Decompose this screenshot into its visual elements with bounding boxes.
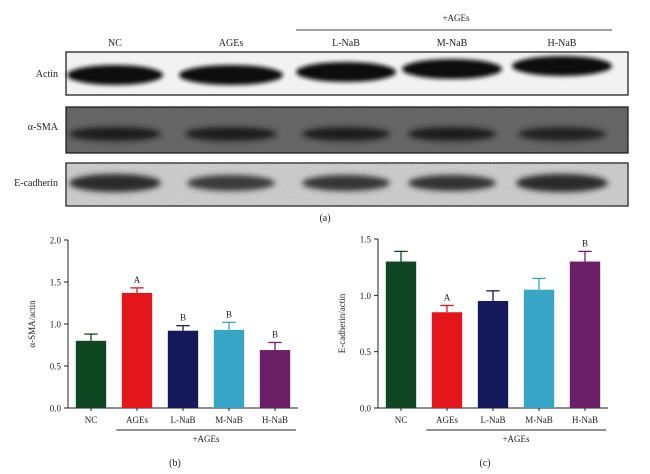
x-tick-label: M-NaB — [215, 415, 243, 425]
blot-group-label: +AGEs — [442, 13, 470, 23]
y-tick-label: 0.5 — [50, 362, 62, 372]
x-tick-label: NC — [85, 415, 98, 425]
bar — [121, 292, 153, 408]
panel-label-a: (a) — [319, 213, 330, 224]
bar — [385, 261, 417, 408]
blot-row-label: E-cadherin — [14, 178, 58, 189]
band — [179, 65, 283, 85]
blot-row-label: Actin — [36, 69, 58, 80]
significance-label: A — [444, 292, 451, 302]
significance-label: A — [134, 275, 141, 285]
lane-label: M-NaB — [437, 38, 468, 49]
group-label: +AGEs — [192, 434, 220, 444]
y-tick-label: 1.0 — [50, 320, 62, 330]
x-tick-label: NC — [395, 415, 408, 425]
group-label: +AGEs — [502, 434, 530, 444]
y-tick-label: 1.5 — [360, 235, 372, 245]
blot-panel: NC AGEs L-NaB M-NaB H-NaB +AGEs Actin α-… — [14, 13, 629, 224]
y-tick-label: 2.0 — [50, 236, 62, 246]
band — [512, 56, 612, 76]
bar — [569, 261, 601, 408]
band — [518, 127, 606, 141]
band — [187, 175, 275, 191]
bar — [523, 289, 555, 408]
lane-label: H-NaB — [548, 38, 577, 49]
band — [67, 65, 163, 85]
band — [185, 127, 277, 141]
bar — [167, 330, 199, 408]
band — [302, 175, 390, 191]
x-tick-label: L-NaB — [171, 415, 196, 425]
x-tick-label: AGEs — [436, 415, 458, 425]
bar — [431, 312, 463, 408]
bar — [259, 350, 291, 408]
x-tick-label: M-NaB — [525, 415, 553, 425]
chart-b: 0.0 0.5 1.0 1.5 2.0 α-SMA/actin NC A AGEs B L-NaB B… — [27, 236, 298, 444]
x-tick-label: AGEs — [126, 415, 148, 425]
band — [302, 127, 390, 141]
significance-label: B — [272, 329, 278, 339]
y-tick-label: 0.5 — [360, 347, 372, 357]
panel-label-c: (c) — [479, 458, 490, 469]
y-tick-label: 0.0 — [50, 404, 62, 414]
band — [296, 62, 396, 82]
lane-label: L-NaB — [332, 38, 360, 49]
panel-label-b: (b) — [169, 458, 181, 469]
y-axis-label: α-SMA/actin — [27, 300, 37, 348]
lane-label: NC — [108, 38, 122, 49]
band — [408, 175, 496, 191]
significance-label: B — [180, 313, 186, 323]
band — [69, 174, 161, 192]
bar — [477, 300, 509, 408]
blot-row-label: α-SMA — [28, 122, 59, 133]
y-tick-label: 0.0 — [360, 404, 372, 414]
band — [402, 59, 502, 79]
x-tick-label: H-NaB — [262, 415, 288, 425]
bar — [75, 340, 107, 408]
y-axis-label: E-cadherin/actin — [337, 293, 347, 353]
significance-label: B — [582, 238, 588, 248]
bar — [213, 329, 245, 408]
y-tick-label: 1.5 — [50, 278, 62, 288]
y-tick-label: 1.0 — [360, 291, 372, 301]
band — [516, 174, 608, 192]
lane-label: AGEs — [219, 38, 244, 49]
chart-c: 0.0 0.5 1.0 1.5 E-cadherin/actin NC A AGEs L-NaB… — [337, 235, 608, 444]
x-tick-label: H-NaB — [572, 415, 598, 425]
band — [408, 127, 496, 141]
band — [69, 127, 161, 141]
x-tick-label: L-NaB — [481, 415, 506, 425]
significance-label: B — [226, 309, 232, 319]
